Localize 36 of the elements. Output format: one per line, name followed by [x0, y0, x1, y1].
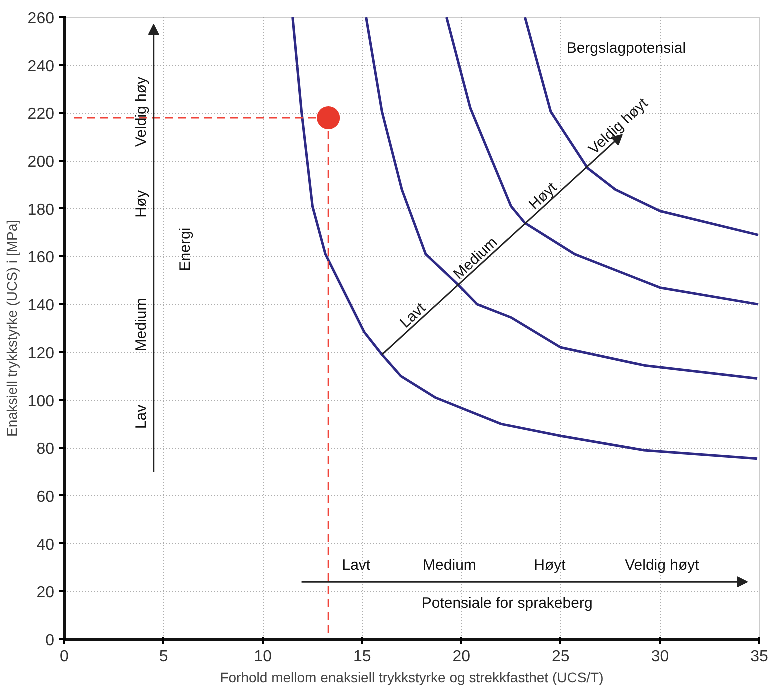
annotation: Medium	[423, 556, 476, 574]
y-tick-label: 180	[28, 202, 55, 219]
x-tick-label: 20	[452, 648, 471, 666]
x-tick-label: 0	[60, 648, 70, 666]
annotation: Bergslagpotensial	[566, 40, 686, 58]
annotation: Lav	[132, 404, 150, 430]
annotation: Lavt	[342, 556, 372, 574]
x-tick-label: 25	[552, 648, 570, 666]
y-tick-label: 120	[28, 345, 55, 362]
y-tick-label: 80	[36, 441, 55, 458]
y-tick-label: 60	[36, 488, 55, 506]
annotation: Potensiale for sprakeberg	[422, 595, 593, 612]
annotation: Energi	[177, 228, 194, 272]
x-tick-label: 30	[651, 648, 670, 666]
x-axis-title: Forhold mellom enaksiell trykkstyrke og strekkfasthet (UCS/T)	[220, 670, 604, 686]
y-axis-title: Enaksiell trykkstyrke (UCS) i [MPa]	[4, 220, 20, 438]
x-tick-label: 15	[353, 648, 372, 666]
y-tick-label: 40	[36, 536, 55, 554]
x-tick-label: 5	[159, 648, 168, 666]
y-tick-label: 0	[46, 632, 55, 650]
y-tick-label: 260	[28, 10, 55, 28]
annotation: Veldig høy	[132, 76, 150, 148]
y-tick-label: 160	[28, 250, 55, 267]
y-tick-label: 240	[28, 58, 55, 76]
y-tick-label: 20	[36, 584, 55, 602]
annotation: Medium	[132, 298, 150, 352]
annotation: Lavt	[396, 299, 430, 332]
y-tick-label: 100	[28, 393, 55, 410]
y-tick-label: 200	[28, 154, 55, 172]
annotation: Veldig høyt	[625, 556, 700, 574]
x-tick-label: 10	[254, 648, 272, 666]
annotation: Høyt	[534, 556, 567, 574]
y-tick-label: 220	[28, 106, 55, 124]
x-tick-label: 35	[750, 648, 768, 666]
y-tick-label: 140	[28, 298, 55, 315]
annotation: Høy	[132, 190, 150, 218]
